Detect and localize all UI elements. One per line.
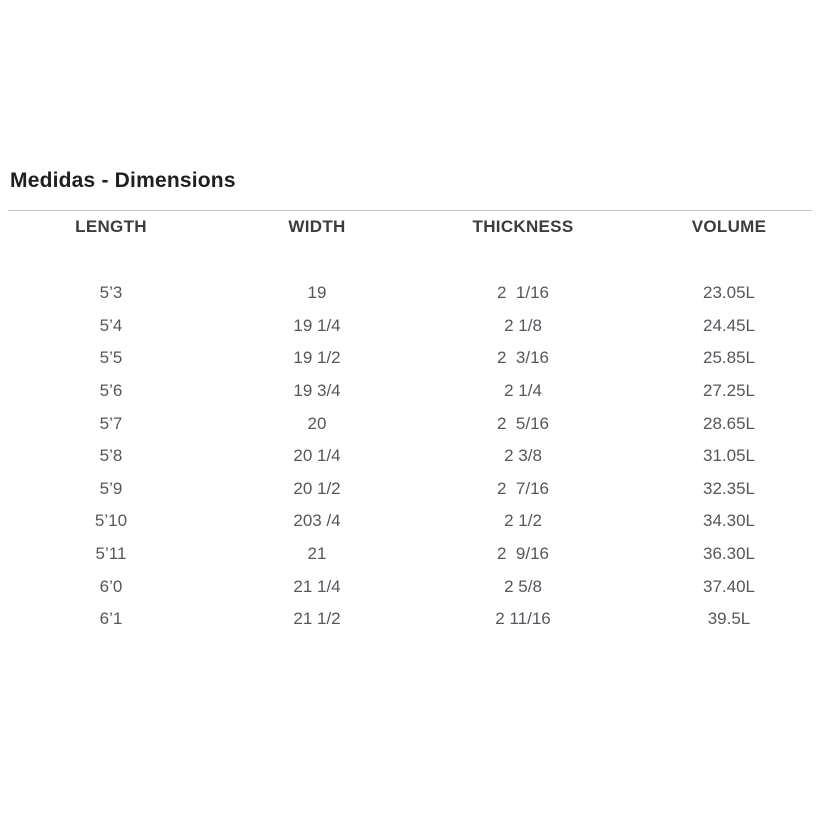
column-header-thickness: THICKNESS: [472, 217, 574, 236]
column-header-volume: VOLUME: [691, 217, 767, 236]
table-row: 5’4 19 1/4 2 1/8 24.45L: [8, 310, 820, 343]
table-cell-length: 6’1: [99, 609, 123, 629]
table-cell-width: 20 1/2: [293, 478, 341, 498]
table-row: 6’0 21 1/4 2 5/8 37.40L: [8, 570, 820, 603]
table-cell-width: 19 1/4: [293, 315, 341, 335]
table-cell-length: 6’0: [99, 576, 123, 596]
page-title: Medidas - Dimensions: [10, 169, 236, 192]
divider: [8, 210, 812, 211]
table-cell-width: 20 1/4: [293, 446, 341, 466]
table-cell-width: 19 1/2: [293, 348, 341, 368]
column-header-length: LENGTH: [75, 217, 147, 236]
table-cell-volume: 23.05L: [703, 283, 755, 303]
table-cell-width: 21 1/2: [293, 609, 341, 629]
table-cell-length: 5’9: [99, 478, 123, 498]
table-cell-volume: 36.30L: [703, 544, 755, 564]
table-cell-width: 203 /4: [293, 511, 341, 531]
table-cell-volume: 24.45L: [703, 315, 755, 335]
column-header-width: WIDTH: [288, 217, 346, 236]
table-row: 5’8 20 1/4 2 3/8 31.05L: [8, 440, 820, 473]
table-cell-thickness: 2 9/16: [497, 544, 549, 564]
table-cell-thickness: 2 1/8: [504, 315, 542, 335]
table-cell-volume: 31.05L: [703, 446, 755, 466]
table-cell-width: 21: [307, 544, 327, 564]
table-cell-length: 5’11: [95, 544, 127, 564]
table-cell-length: 5’6: [99, 381, 123, 401]
table-cell-thickness: 2 1/16: [497, 283, 549, 303]
table-cell-volume: 37.40L: [703, 576, 755, 596]
table-row: 5’11 21 2 9/16 36.30L: [8, 538, 820, 571]
table-cell-volume: 25.85L: [703, 348, 755, 368]
table-cell-thickness: 2 11/16: [495, 609, 551, 629]
table-cell-width: 19 3/4: [293, 381, 341, 401]
table-cell-thickness: 2 5/8: [504, 576, 542, 596]
table-cell-length: 5’10: [94, 511, 128, 531]
table-cell-volume: 27.25L: [703, 381, 755, 401]
table-row: 5’3 19 2 1/16 23.05L: [8, 277, 820, 310]
table-row: 5’10 203 /4 2 1/2 34.30L: [8, 505, 820, 538]
table-cell-thickness: 2 1/4: [504, 381, 542, 401]
table-cell-length: 5’4: [99, 315, 123, 335]
table-cell-thickness: 2 1/2: [504, 511, 542, 531]
table-cell-volume: 28.65L: [703, 413, 755, 433]
table-cell-thickness: 2 5/16: [497, 413, 549, 433]
table-cell-width: 19: [307, 283, 327, 303]
table-row: 6’1 21 1/2 2 11/16 39.5L: [8, 603, 820, 636]
table-row: 5’7 20 2 5/16 28.65L: [8, 407, 820, 440]
table-header-row: LENGTH WIDTH THICKNESS VOLUME: [8, 217, 820, 237]
table-row: 5’6 19 3/4 2 1/4 27.25L: [8, 375, 820, 408]
table-cell-thickness: 2 3/16: [497, 348, 549, 368]
table-row: 5’5 19 1/2 2 3/16 25.85L: [8, 342, 820, 375]
table-cell-width: 20: [307, 413, 327, 433]
table-cell-volume: 34.30L: [703, 511, 755, 531]
table-cell-length: 5’8: [99, 446, 123, 466]
table-cell-width: 21 1/4: [293, 576, 341, 596]
table-row: 5’9 20 1/2 2 7/16 32.35L: [8, 473, 820, 506]
table-cell-volume: 32.35L: [703, 478, 755, 498]
table-cell-thickness: 2 7/16: [497, 478, 549, 498]
table-cell-length: 5’3: [99, 283, 123, 303]
table-cell-length: 5’5: [99, 348, 123, 368]
table-cell-thickness: 2 3/8: [504, 446, 542, 466]
table-body: 5’3 19 2 1/16 23.05L 5’4 19 1/4 2 1/8 24.45L 5’5…: [8, 277, 820, 636]
table-cell-volume: 39.5L: [707, 609, 751, 629]
table-cell-length: 5’7: [99, 413, 123, 433]
